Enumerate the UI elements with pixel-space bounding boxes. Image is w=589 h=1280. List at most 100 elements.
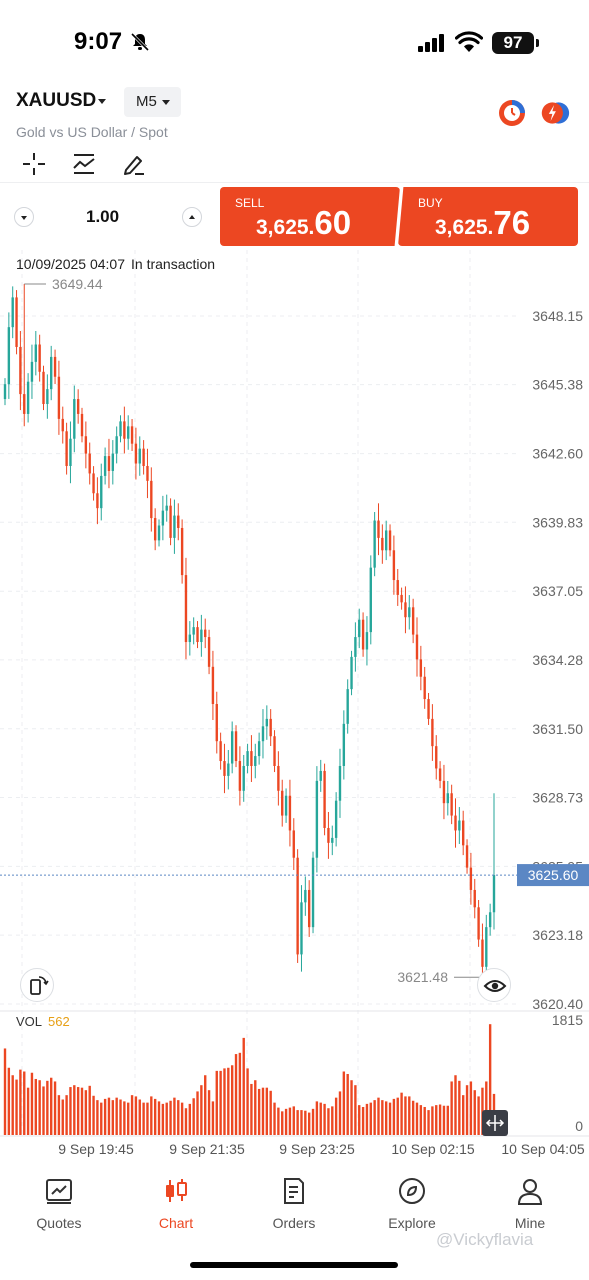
- candle-body: [342, 723, 346, 766]
- candle-body: [315, 780, 319, 858]
- volume-bar: [350, 1080, 353, 1135]
- chart-status: In transaction: [131, 256, 216, 272]
- flash-trade-icon[interactable]: [540, 98, 570, 128]
- buy-button[interactable]: BUY 3,625.76: [398, 187, 578, 246]
- user-profile-icon: [517, 1179, 543, 1205]
- volume-bar: [307, 1112, 311, 1135]
- sell-button[interactable]: SELL 3,625.60: [220, 187, 400, 246]
- timeframe-selector[interactable]: M5: [124, 87, 181, 117]
- volume-bar: [119, 1099, 122, 1135]
- candle-body: [196, 627, 199, 643]
- quantity-value[interactable]: 1.00: [86, 207, 120, 226]
- indicator-tool-icon[interactable]: [72, 152, 96, 176]
- volume-bar: [423, 1106, 426, 1135]
- candle-body: [331, 837, 334, 843]
- candle-body: [307, 889, 311, 928]
- candle-body: [442, 780, 446, 804]
- drawing-tool-icon[interactable]: [122, 152, 146, 176]
- y-axis-tick-label: 3648.15: [532, 308, 583, 324]
- volume-bar: [488, 1024, 492, 1135]
- volume-bar: [34, 1078, 37, 1135]
- candle-body: [130, 426, 134, 444]
- symbol-selector[interactable]: XAUUSD: [16, 90, 97, 111]
- candle-body: [296, 857, 299, 955]
- volume-bar: [377, 1097, 380, 1135]
- volume-bar: [462, 1095, 465, 1135]
- candle-body: [246, 751, 249, 766]
- buy-price-main: 3,625.: [435, 216, 494, 239]
- nav-orders[interactable]: Orders: [244, 1176, 344, 1242]
- sell-price-main: 3,625.: [256, 216, 315, 239]
- crosshair-tool-icon[interactable]: [22, 152, 46, 176]
- rotate-screen-button[interactable]: [20, 968, 54, 1002]
- volume-bar: [465, 1085, 469, 1135]
- candle-body: [80, 413, 84, 437]
- volume-bar: [311, 1108, 315, 1135]
- clock-signal-icon[interactable]: [497, 98, 527, 128]
- volume-bar: [338, 1091, 342, 1135]
- quotes-icon: [46, 1179, 72, 1204]
- nav-quotes[interactable]: Quotes: [9, 1176, 109, 1242]
- volume-bar: [19, 1069, 22, 1135]
- candle-body: [281, 790, 284, 816]
- candle-body: [469, 867, 473, 890]
- candle-body: [92, 473, 95, 494]
- chart-datetime: 10/09/2025 04:07: [16, 256, 125, 272]
- volume-bar: [3, 1048, 7, 1135]
- candle-body: [230, 731, 234, 764]
- increase-quantity-button[interactable]: [182, 207, 202, 227]
- y-axis-tick-label: 3631.50: [532, 721, 583, 737]
- volume-bar: [153, 1098, 157, 1135]
- volume-bar: [192, 1098, 195, 1135]
- crosshair-toggle-button[interactable]: [482, 1110, 508, 1136]
- candle-body: [153, 518, 157, 541]
- nav-label-quotes: Quotes: [36, 1215, 82, 1231]
- decrease-quantity-button[interactable]: [14, 207, 34, 227]
- visibility-toggle-button[interactable]: [477, 968, 511, 1002]
- volume-bar: [30, 1072, 34, 1135]
- eye-icon: [483, 980, 507, 992]
- candle-body: [404, 602, 407, 618]
- volume-bar: [130, 1095, 134, 1135]
- candle-body: [26, 381, 30, 414]
- x-axis-tick-label: 9 Sep 23:25: [279, 1141, 355, 1157]
- volume-bar: [384, 1101, 388, 1135]
- candle-body: [284, 795, 288, 816]
- volume-bar: [223, 1068, 226, 1135]
- candle-body: [192, 627, 195, 635]
- nav-explore[interactable]: Explore: [362, 1176, 462, 1242]
- explore-compass-icon: [399, 1178, 425, 1204]
- volume-bar: [146, 1102, 149, 1135]
- volume-bar: [473, 1090, 476, 1135]
- volume-bar: [215, 1070, 218, 1135]
- candle-body: [327, 827, 330, 843]
- candle-body: [165, 505, 168, 511]
- volume-bar: [15, 1079, 18, 1135]
- volume-bar: [180, 1102, 184, 1135]
- candle-body: [242, 765, 245, 791]
- symbol-description: Gold vs US Dollar / Spot: [16, 124, 168, 140]
- volume-bar: [319, 1102, 322, 1135]
- candle-body: [188, 634, 192, 643]
- nav-mine[interactable]: Mine: [480, 1176, 580, 1242]
- bell-muted-icon: [130, 32, 150, 52]
- volume-bar: [80, 1087, 84, 1135]
- volume-bar: [265, 1087, 269, 1135]
- volume-bar: [38, 1080, 41, 1135]
- candle-body: [338, 765, 342, 801]
- candle-body: [392, 550, 396, 581]
- volume-bar: [115, 1097, 118, 1135]
- candle-body: [142, 448, 145, 466]
- nav-chart[interactable]: Chart: [126, 1176, 226, 1242]
- candle-body: [107, 456, 111, 471]
- nav-label-orders: Orders: [272, 1215, 316, 1231]
- volume-bar: [92, 1095, 95, 1135]
- symbol-caret-icon[interactable]: [98, 99, 106, 104]
- candle-body: [292, 830, 295, 858]
- candle-body: [30, 361, 34, 382]
- candle-body: [462, 820, 465, 846]
- candle-body: [257, 741, 261, 757]
- home-indicator: [190, 1262, 398, 1268]
